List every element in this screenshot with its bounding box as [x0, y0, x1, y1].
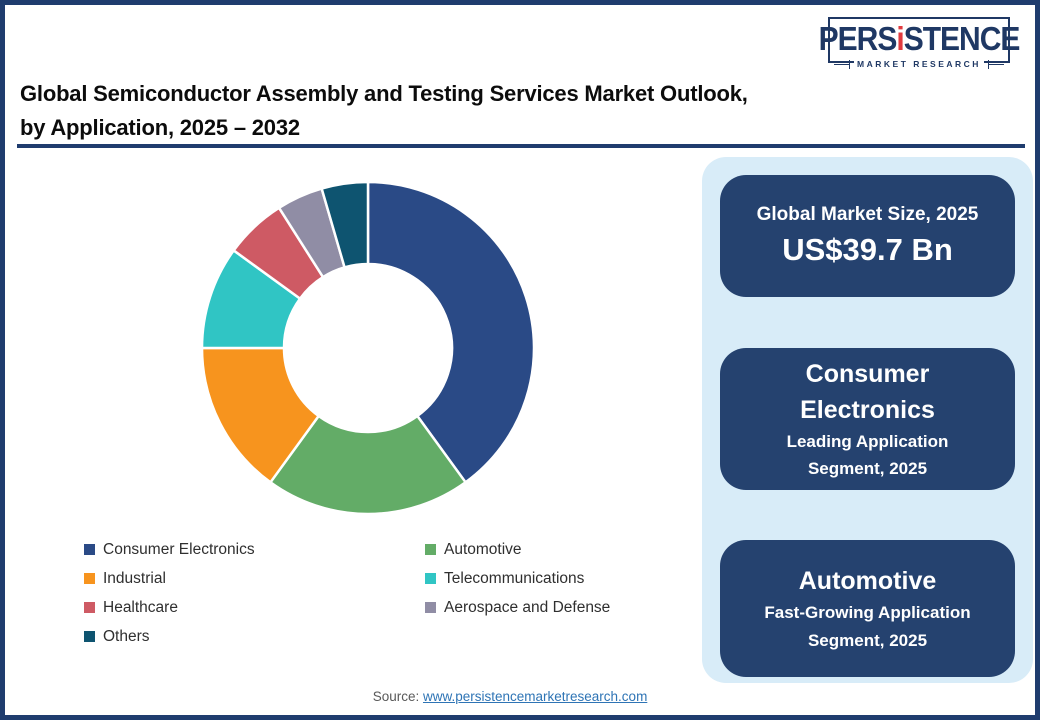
source-line: Source: www.persistencemarketresearch.co… [5, 689, 1015, 704]
legend-label: Others [103, 628, 150, 645]
donut-slice-consumer-electronics [366, 180, 536, 484]
highlights-panel: Global Market Size, 2025 US$39.7 Bn Cons… [702, 157, 1033, 683]
leading-segment-card-subtitle: Leading Application Segment, 2025 [786, 432, 949, 479]
logo-wordmark-i: i [896, 20, 904, 58]
legend-item-aerospace-and-defense: Aerospace and Defense [425, 597, 664, 618]
source-link[interactable]: www.persistencemarketresearch.com [422, 689, 648, 704]
legend-swatch-icon [425, 573, 436, 584]
logo-wordmark-pre: PERS [818, 20, 898, 58]
title-divider [17, 144, 1025, 148]
logo-tagline-right-tick-icon [987, 59, 1004, 69]
legend-swatch-icon [84, 631, 95, 642]
logo-wordmark-post: STENCE [903, 20, 1021, 58]
legend-label: Automotive [444, 541, 522, 558]
legend-item-others: Others [84, 626, 425, 647]
legend-label: Healthcare [103, 599, 178, 616]
logo-border-box: PERSiSTENCE [819, 17, 1020, 63]
source-label: Source: [372, 689, 420, 704]
chart-legend: Consumer Electronics Automotive Industrial… [84, 539, 664, 647]
legend-swatch-icon [84, 602, 95, 613]
legend-swatch-icon [84, 573, 95, 584]
legend-swatch-icon [425, 544, 436, 555]
legend-swatch-icon [425, 602, 436, 613]
market-size-card-title: Global Market Size, 2025 [756, 204, 979, 226]
logo-tagline-left-tick-icon [834, 59, 851, 69]
legend-label: Aerospace and Defense [444, 599, 611, 616]
legend-item-telecommunications: Telecommunications [425, 568, 664, 589]
legend-item-automotive: Automotive [425, 539, 664, 560]
legend-item-healthcare: Healthcare [84, 597, 425, 618]
fast-growing-segment-card: Automotive Fast-Growing Application Segm… [720, 540, 1015, 677]
page-title-line2: by Application, 2025 – 2032 [20, 115, 300, 141]
persistence-logo: PERSiSTENCE MARKET RESEARCH [819, 17, 1020, 69]
leading-segment-card-title: Consumer Electronics [800, 359, 935, 424]
donut-chart-area [198, 178, 538, 518]
logo-wordmark: PERSiSTENCE [818, 20, 1021, 58]
market-size-card-value: US$39.7 Bn [782, 231, 953, 267]
logo-tagline: MARKET RESEARCH [828, 59, 1010, 69]
market-size-card: Global Market Size, 2025 US$39.7 Bn [720, 175, 1015, 297]
legend-label: Telecommunications [444, 570, 585, 587]
fast-growing-segment-card-title: Automotive [798, 567, 937, 596]
legend-swatch-icon [84, 544, 95, 555]
page-title: Global Semiconductor Assembly and Testin… [20, 77, 820, 145]
fast-growing-segment-card-subtitle: Fast-Growing Application Segment, 2025 [764, 603, 971, 650]
page-title-line1: Global Semiconductor Assembly and Testin… [20, 81, 748, 106]
leading-segment-card: Consumer Electronics Leading Application… [720, 348, 1015, 490]
legend-item-industrial: Industrial [84, 568, 425, 589]
legend-label: Consumer Electronics [103, 541, 255, 558]
donut-slice-automotive [269, 414, 467, 516]
donut-chart [200, 180, 536, 516]
donut-slice-others [320, 180, 370, 269]
legend-item-consumer-electronics: Consumer Electronics [84, 539, 425, 560]
logo-tagline-text: MARKET RESEARCH [854, 59, 984, 69]
legend-label: Industrial [103, 570, 166, 587]
